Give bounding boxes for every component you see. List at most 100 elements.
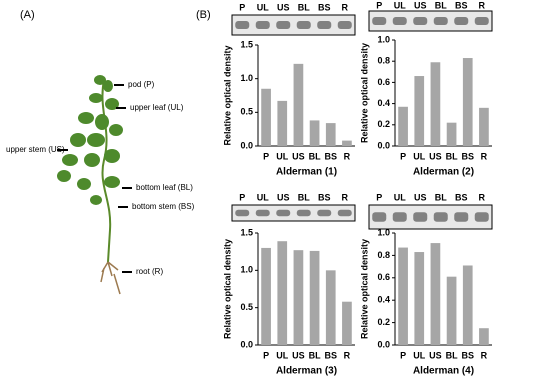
blot-lane-label: P [239,192,245,202]
blot-lane-label: UL [394,0,406,10]
blot-lane-label: BL [435,0,447,10]
x-tick-label: US [429,350,442,360]
blot-band [255,21,270,29]
bar [446,276,457,345]
blot-lane-label: BL [435,192,447,202]
y-tick-label: 0.2 [377,317,390,327]
blot-band [372,17,387,25]
y-tick-label: 0.8 [377,250,390,260]
plant-label: bottom leaf (BL) [136,183,193,192]
blot-lane-label: UL [394,192,406,202]
bar [342,140,352,146]
x-tick-label: P [400,350,406,360]
blot-band [276,21,291,29]
blot-lane-label: R [479,0,486,10]
y-tick-label: 0.2 [377,119,390,129]
blot-band [474,212,489,222]
bar [309,250,320,345]
blot-lane-label: UL [257,192,269,202]
x-tick-label: P [263,350,269,360]
chart-title: Alderman (2) [413,167,474,178]
y-tick-label: 0.0 [240,339,253,349]
blot-lane-label: BS [318,192,331,202]
x-tick-label: BL [309,350,321,360]
blot-band [317,209,332,217]
blot-band [255,209,270,217]
x-tick-label: UL [276,151,288,161]
y-axis-label: Relative optical density [222,45,232,145]
bar [430,62,441,147]
bar [261,88,271,146]
y-tick-label: 1.5 [240,39,253,49]
bar [479,107,489,146]
bar [398,106,408,146]
blot-band [433,17,448,25]
blot-lane-label: US [414,192,427,202]
bar [430,243,441,345]
x-tick-label: R [481,151,488,161]
blot-band [392,17,407,25]
x-tick-label: US [429,151,442,161]
y-tick-label: 0.0 [240,140,253,150]
x-tick-label: R [344,151,351,161]
x-tick-label: BL [446,350,458,360]
blot-lane-label: BS [318,2,331,12]
plant-photo [57,75,123,295]
bar [325,270,336,345]
blot-lane-label: BS [455,0,468,10]
y-tick-label: 1.5 [240,227,253,237]
blot-lane-label: R [479,192,486,202]
blot [231,204,356,222]
blot-lane-label: US [277,192,290,202]
y-axis-label: Relative optical density [359,43,369,143]
chart-title: Alderman (1) [276,167,337,178]
x-tick-label: BS [324,350,337,360]
chart-title: Alderman (3) [276,366,337,377]
plant-arrows [57,84,132,273]
x-tick-label: UL [413,350,425,360]
blot-lane-label: P [376,0,382,10]
bar [446,122,457,146]
x-tick-label: US [292,151,305,161]
bar [325,123,336,146]
blot-lane-label: P [239,2,245,12]
x-tick-label: UL [276,350,288,360]
x-tick-label: BS [461,151,474,161]
x-tick-label: BL [309,151,321,161]
blot-band [317,21,332,29]
y-axis-label: Relative optical density [359,239,369,339]
blot-band [433,212,448,222]
bar [293,250,304,345]
x-tick-label: BS [324,151,337,161]
bar [293,63,304,146]
blot [368,204,493,230]
bar [462,58,473,146]
plant-label: upper stem (US) [6,145,65,154]
bar [462,265,473,345]
plant-label: root (R) [136,267,163,276]
bar [414,252,425,345]
y-tick-label: 1.0 [240,73,253,83]
blot-band [372,212,387,222]
blot [368,10,493,32]
blot-lane-label: R [342,2,349,12]
x-tick-label: P [263,151,269,161]
y-tick-label: 0.5 [240,302,253,312]
y-tick-label: 0.0 [377,140,390,150]
panel-label: (B) [196,9,211,21]
bar [261,247,271,345]
blot-band [296,209,311,217]
blot-band [413,17,428,25]
y-tick-label: 0.6 [377,272,390,282]
x-tick-label: R [481,350,488,360]
x-tick-label: BS [461,350,474,360]
y-tick-label: 0.5 [240,107,253,117]
blot-band [296,21,311,29]
y-tick-label: 0.4 [377,295,390,305]
plant-label: pod (P) [128,80,155,89]
blot [231,14,356,36]
plant-label: upper leaf (UL) [130,103,184,112]
blot-band [474,17,489,25]
bar [398,247,408,345]
